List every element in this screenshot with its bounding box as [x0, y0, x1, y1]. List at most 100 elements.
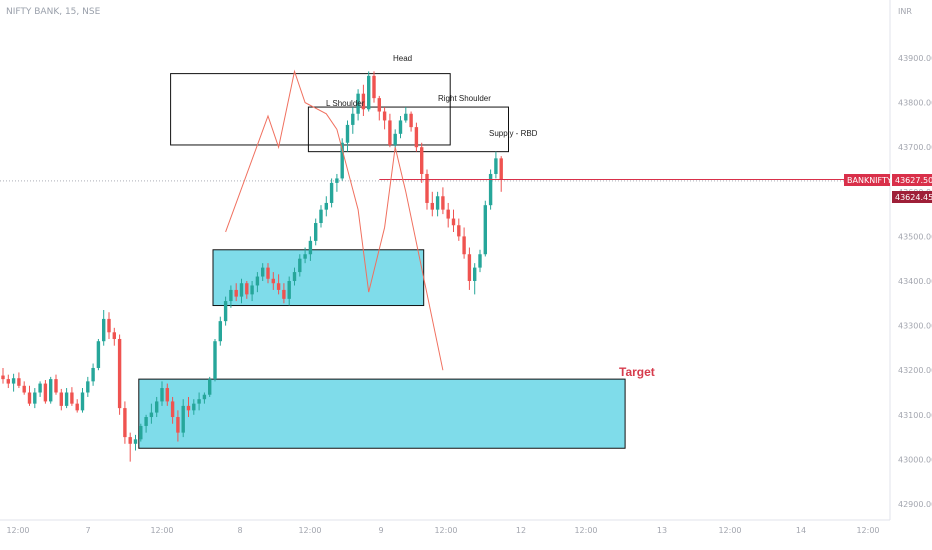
- candle-body: [123, 408, 127, 438]
- candle-body: [86, 381, 90, 393]
- time-tick-label: 14: [796, 526, 806, 535]
- candle-body: [128, 437, 132, 444]
- candle: [155, 396, 159, 418]
- candle-body: [250, 285, 254, 295]
- candle: [192, 399, 196, 415]
- candle: [229, 285, 233, 308]
- candle-body: [107, 318, 111, 333]
- candle: [117, 334, 122, 415]
- candle: [33, 388, 37, 409]
- time-tick-label: 12:00: [574, 526, 597, 535]
- candle: [425, 169, 429, 210]
- candle-body: [197, 399, 201, 404]
- candle: [6, 374, 10, 389]
- price-tick-label: 43500.00: [898, 232, 932, 241]
- candle: [261, 263, 265, 281]
- candle: [266, 263, 270, 284]
- candle: [430, 191, 434, 217]
- svg-text:BANKNIFTY: BANKNIFTY: [847, 176, 892, 185]
- candle: [186, 396, 191, 418]
- candle: [446, 202, 450, 228]
- candle-body: [155, 401, 159, 413]
- candle-body: [80, 392, 85, 411]
- candle-body: [314, 223, 318, 241]
- candle: [367, 71, 371, 112]
- supply-zone-upper: [170, 73, 451, 146]
- candle-body: [54, 379, 58, 393]
- candle-body: [261, 267, 265, 277]
- candle-body: [282, 289, 286, 299]
- candle-body: [255, 276, 260, 286]
- candle: [441, 187, 445, 215]
- previous-price-tag: 43624.45: [892, 191, 932, 203]
- candle: [478, 249, 482, 273]
- time-tick-label: 12: [516, 526, 526, 535]
- candle-body: [499, 158, 503, 180]
- candle-body: [462, 236, 466, 255]
- candle-body: [192, 403, 196, 411]
- candle: [239, 278, 244, 304]
- candle-body: [64, 392, 69, 406]
- svg-text:43624.45: 43624.45: [895, 193, 932, 202]
- candle: [107, 312, 111, 339]
- candle: [197, 392, 201, 411]
- candle: [102, 309, 106, 346]
- candle-body: [27, 392, 32, 404]
- candle-body: [303, 254, 307, 259]
- price-tick-label: 43900.00: [898, 54, 932, 63]
- candle: [1, 367, 5, 384]
- candle-body: [234, 289, 238, 297]
- candle-body: [229, 289, 233, 302]
- candle: [43, 380, 48, 404]
- candle: [382, 107, 387, 130]
- time-tick-label: 7: [85, 526, 90, 535]
- candle: [49, 376, 53, 404]
- candle-body: [340, 142, 344, 179]
- candle: [202, 392, 207, 404]
- annotation-left-shoulder: L Shoulder: [326, 99, 365, 108]
- candle-body: [33, 392, 37, 404]
- candle: [398, 115, 403, 139]
- candle: [91, 363, 95, 386]
- candle-body: [414, 127, 419, 148]
- candle: [271, 272, 275, 290]
- candle: [462, 227, 466, 259]
- candle: [361, 84, 366, 116]
- candle: [64, 388, 69, 409]
- candle: [234, 283, 238, 302]
- candle-body: [266, 267, 270, 279]
- candle-body: [271, 278, 275, 284]
- candle-body: [329, 182, 334, 203]
- price-axis: 43900.0043800.0043700.0043600.0043500.00…: [898, 54, 932, 509]
- candle: [345, 120, 350, 152]
- price-tick-label: 43200.00: [898, 366, 932, 375]
- candle-body: [49, 379, 53, 402]
- candle-body: [208, 379, 212, 395]
- candle: [451, 209, 456, 232]
- candle: [213, 338, 217, 382]
- candle-body: [292, 272, 297, 281]
- currency-label: INR: [898, 7, 912, 16]
- candle-body: [351, 113, 355, 125]
- candle: [420, 142, 424, 183]
- candle: [483, 200, 487, 257]
- annotation-head: Head: [393, 54, 412, 63]
- candle: [17, 372, 21, 389]
- candle-body: [70, 392, 74, 404]
- candle: [22, 381, 26, 395]
- symbol-price-tag: BANKNIFTY: [844, 174, 892, 186]
- candles-layer: [1, 71, 503, 462]
- candle-body: [117, 338, 122, 409]
- candle-body: [488, 173, 493, 206]
- price-tick-label: 43300.00: [898, 322, 932, 331]
- candle: [223, 296, 228, 326]
- candle: [149, 403, 154, 424]
- candle: [340, 138, 344, 181]
- price-tick-label: 43100.00: [898, 411, 932, 420]
- candle: [133, 434, 138, 451]
- time-tick-label: 12:00: [434, 526, 457, 535]
- candle: [86, 376, 90, 397]
- candle-body: [457, 225, 461, 237]
- candle: [70, 387, 74, 406]
